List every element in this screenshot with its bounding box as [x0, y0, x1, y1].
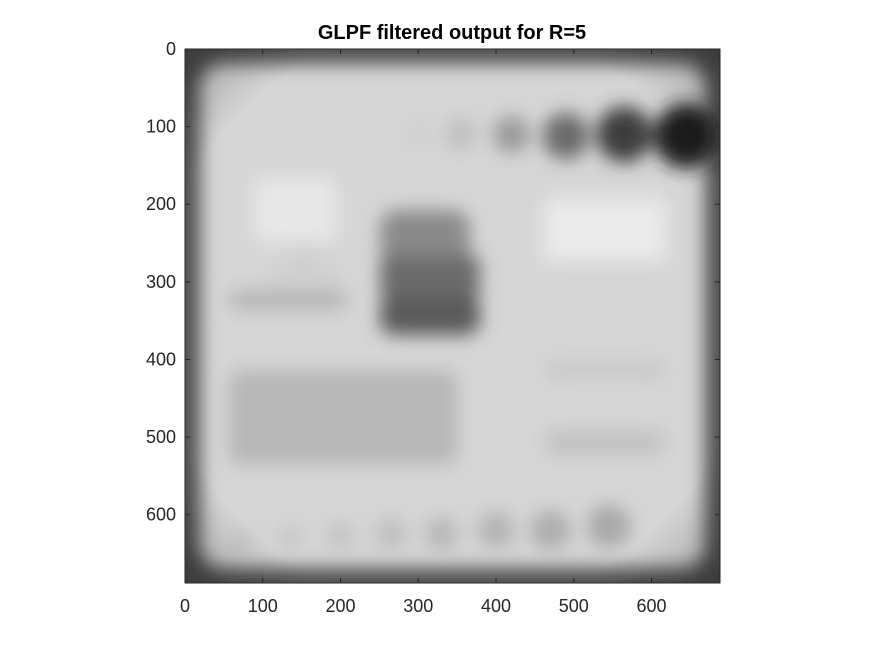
- axes-box: [184, 48, 721, 584]
- y-tick-label: 600: [146, 505, 176, 525]
- y-tick-label: 500: [146, 427, 176, 447]
- y-axis-ticks: 0 100 200 300 400 500 600: [146, 39, 720, 525]
- x-tick-label: 600: [637, 596, 667, 616]
- x-tick-label: 100: [248, 596, 278, 616]
- filtered-image: [185, 49, 720, 583]
- y-tick-label: 300: [146, 272, 176, 292]
- figure-title: GLPF filtered output for R=5: [318, 22, 586, 44]
- y-tick-label: 400: [146, 349, 176, 369]
- y-tick-label: 200: [146, 194, 176, 214]
- x-axis-ticks: 0 100 200 300 400 500 600: [180, 49, 667, 616]
- image-vignette: [185, 49, 720, 583]
- axes: 0 100 200 300 400 500 600 0 100 200 300 400 500 600: [146, 39, 721, 616]
- x-tick-label: 400: [481, 596, 511, 616]
- x-tick-label: 500: [559, 596, 589, 616]
- x-tick-label: 200: [325, 596, 355, 616]
- x-tick-label: 0: [180, 596, 190, 616]
- y-tick-label: 100: [146, 117, 176, 137]
- x-tick-label: 300: [403, 596, 433, 616]
- y-tick-label: 0: [166, 39, 176, 59]
